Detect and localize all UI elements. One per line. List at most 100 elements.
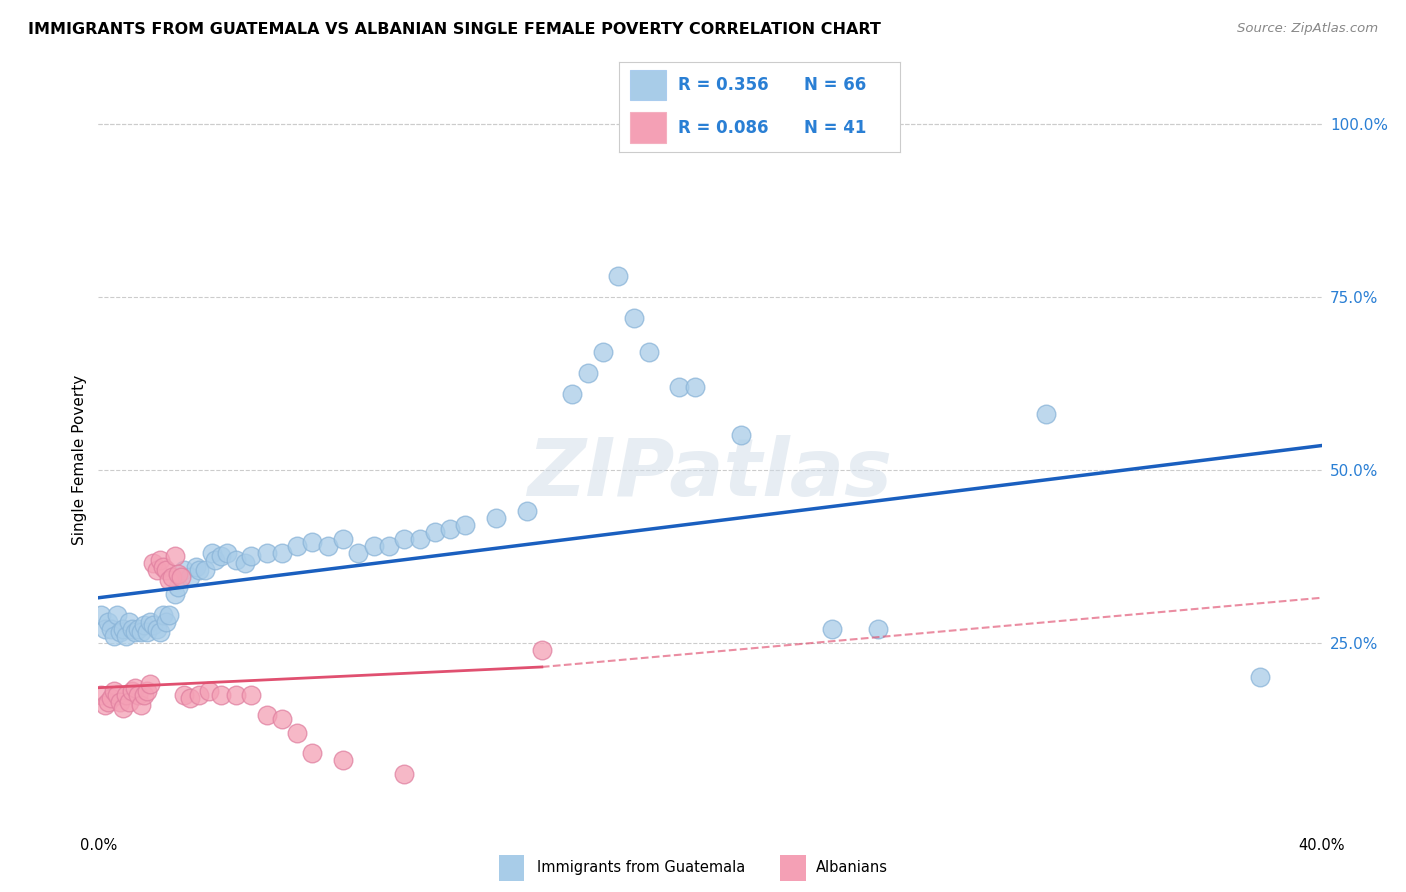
Point bbox=[485, 511, 508, 525]
Point bbox=[301, 535, 323, 549]
Point bbox=[363, 539, 385, 553]
Point bbox=[139, 615, 162, 629]
Point bbox=[683, 380, 706, 394]
Point bbox=[97, 694, 120, 708]
Point bbox=[209, 688, 232, 702]
Point bbox=[142, 556, 165, 570]
Point bbox=[225, 688, 247, 702]
FancyBboxPatch shape bbox=[630, 112, 666, 143]
Point bbox=[97, 615, 120, 629]
Point bbox=[124, 681, 146, 695]
Point bbox=[155, 615, 177, 629]
Point bbox=[127, 688, 149, 702]
Point bbox=[392, 532, 416, 546]
Point bbox=[90, 688, 112, 702]
Point bbox=[637, 345, 661, 359]
Point bbox=[439, 522, 461, 536]
Point bbox=[121, 684, 143, 698]
Point bbox=[108, 625, 131, 640]
Point bbox=[118, 615, 141, 629]
Point bbox=[607, 268, 630, 283]
Point bbox=[167, 581, 190, 595]
Point bbox=[209, 549, 232, 564]
Point bbox=[115, 688, 138, 702]
Point bbox=[163, 587, 186, 601]
Point bbox=[868, 622, 890, 636]
Point bbox=[139, 677, 162, 691]
Text: Albanians: Albanians bbox=[815, 861, 887, 875]
Point bbox=[378, 539, 401, 553]
Point bbox=[225, 552, 247, 566]
Point bbox=[149, 625, 172, 640]
Point bbox=[127, 622, 149, 636]
Point bbox=[256, 546, 278, 560]
FancyBboxPatch shape bbox=[630, 70, 666, 100]
Point bbox=[561, 386, 583, 401]
Point bbox=[100, 622, 122, 636]
Point bbox=[188, 563, 211, 577]
Point bbox=[103, 629, 125, 643]
Y-axis label: Single Female Poverty: Single Female Poverty bbox=[72, 375, 87, 544]
Point bbox=[115, 629, 138, 643]
Point bbox=[200, 546, 222, 560]
Point bbox=[134, 618, 156, 632]
Point bbox=[142, 618, 165, 632]
Point bbox=[233, 556, 256, 570]
Point bbox=[108, 694, 131, 708]
Point bbox=[124, 625, 146, 640]
Point bbox=[270, 712, 292, 726]
Point bbox=[347, 546, 370, 560]
Point bbox=[194, 563, 217, 577]
Point bbox=[111, 622, 134, 636]
Point bbox=[136, 625, 159, 640]
Point bbox=[136, 684, 159, 698]
Text: Source: ZipAtlas.com: Source: ZipAtlas.com bbox=[1237, 22, 1378, 36]
Point bbox=[392, 767, 416, 781]
Point bbox=[118, 694, 141, 708]
Point bbox=[408, 532, 430, 546]
Text: ZIPatlas: ZIPatlas bbox=[527, 435, 893, 513]
Point bbox=[240, 688, 263, 702]
Point bbox=[188, 688, 211, 702]
Point bbox=[93, 622, 115, 636]
Point bbox=[167, 566, 190, 581]
Point bbox=[454, 518, 477, 533]
Point bbox=[821, 622, 844, 636]
Point bbox=[256, 708, 278, 723]
Point bbox=[157, 574, 180, 588]
Point bbox=[332, 753, 354, 767]
Point bbox=[129, 625, 152, 640]
Point bbox=[240, 549, 263, 564]
Point bbox=[157, 608, 180, 623]
Point bbox=[173, 563, 195, 577]
Point bbox=[163, 549, 186, 564]
Point bbox=[316, 539, 339, 553]
Point bbox=[285, 539, 308, 553]
Point bbox=[186, 559, 208, 574]
Point bbox=[301, 747, 323, 761]
Text: R = 0.086: R = 0.086 bbox=[678, 119, 768, 136]
Point bbox=[145, 563, 167, 577]
Point bbox=[93, 698, 115, 712]
Point bbox=[152, 608, 174, 623]
Point bbox=[152, 559, 174, 574]
Point bbox=[1249, 670, 1271, 684]
Point bbox=[516, 504, 538, 518]
Point bbox=[149, 552, 172, 566]
Point bbox=[179, 570, 201, 584]
Point bbox=[134, 688, 156, 702]
Point bbox=[145, 622, 167, 636]
Text: Immigrants from Guatemala: Immigrants from Guatemala bbox=[537, 861, 745, 875]
Point bbox=[530, 642, 553, 657]
Point bbox=[103, 684, 125, 698]
Text: N = 66: N = 66 bbox=[804, 76, 866, 94]
Text: IMMIGRANTS FROM GUATEMALA VS ALBANIAN SINGLE FEMALE POVERTY CORRELATION CHART: IMMIGRANTS FROM GUATEMALA VS ALBANIAN SI… bbox=[28, 22, 882, 37]
Point bbox=[730, 428, 752, 442]
Point bbox=[1035, 408, 1057, 422]
Point bbox=[285, 725, 308, 739]
Point bbox=[204, 552, 226, 566]
Point bbox=[129, 698, 152, 712]
Point bbox=[332, 532, 354, 546]
Point bbox=[100, 691, 122, 706]
Point bbox=[105, 608, 128, 623]
